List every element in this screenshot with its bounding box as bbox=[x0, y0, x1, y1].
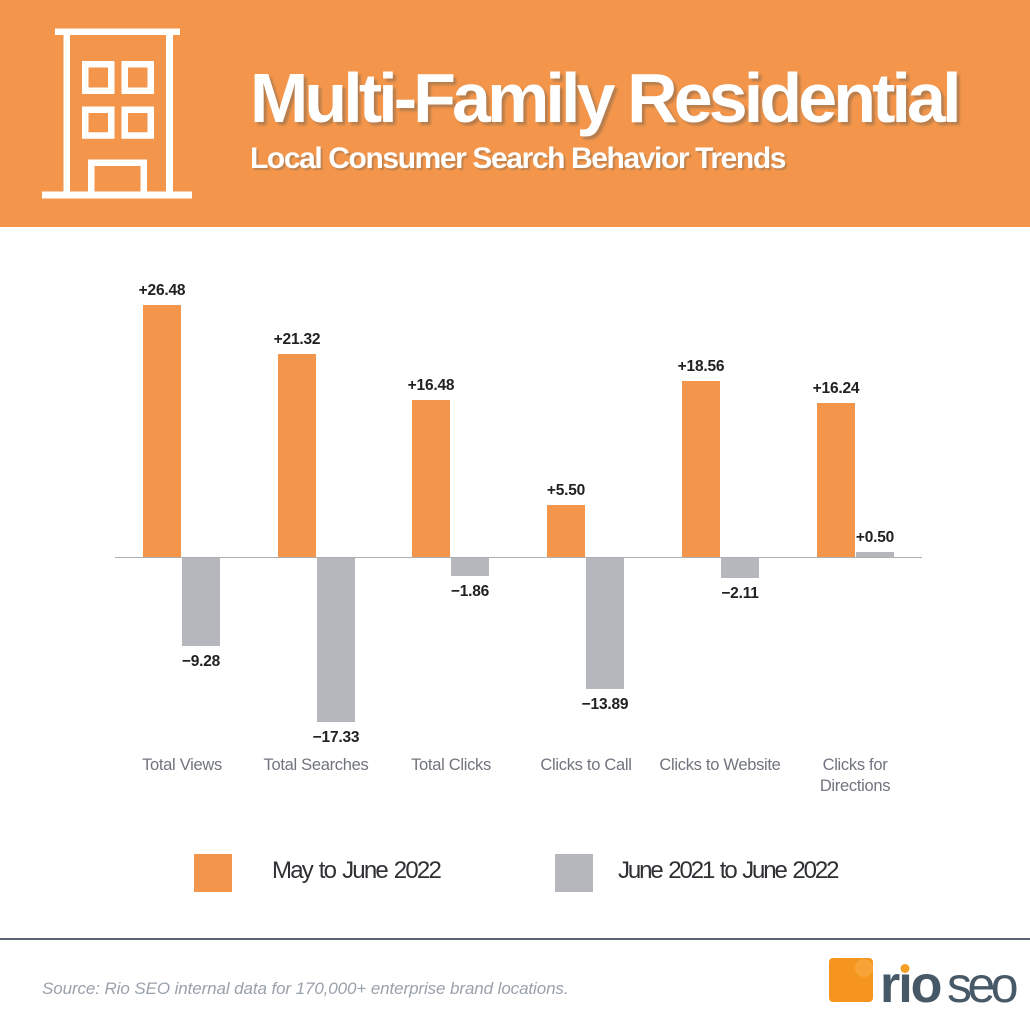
svg-text:seo: seo bbox=[947, 957, 1017, 1013]
svg-text:rıo: rıo bbox=[880, 956, 941, 1014]
